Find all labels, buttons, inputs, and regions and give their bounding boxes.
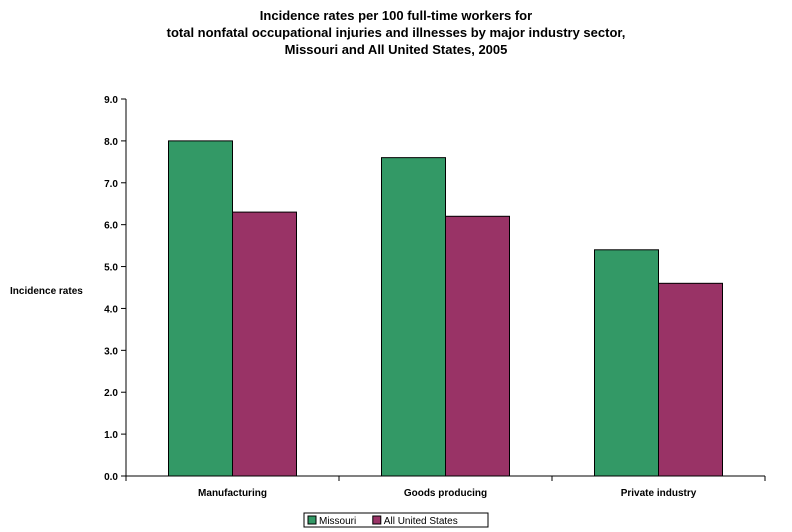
legend-label-missouri: Missouri — [319, 516, 356, 527]
y-tick-label: 3.0 — [104, 346, 118, 357]
bar-missouri-manufacturing — [168, 140, 233, 477]
y-tick-label: 4.0 — [104, 304, 118, 315]
chart-title-line-1: Incidence rates per 100 full-time worker… — [259, 8, 533, 23]
legend-label-all-united-states: All United States — [384, 516, 458, 527]
y-tick-label: 8.0 — [104, 137, 118, 148]
bars-group — [168, 140, 723, 477]
axes-group: 0.0 1.0 2.0 3.0 4.0 5.0 6.0 7.0 8.0 9.0 Incidence … — [10, 95, 766, 499]
bar-missouri-goods-producing — [381, 157, 446, 477]
y-tick-label: 9.0 — [104, 95, 118, 106]
y-tick-label: 2.0 — [104, 388, 118, 399]
y-tick-label: 0.0 — [104, 472, 118, 483]
legend-swatch-all-united-states — [372, 515, 382, 525]
legend-swatch-missouri — [307, 515, 317, 525]
bar-all-united-states-manufacturing — [232, 211, 297, 477]
chart-title-line-2: total nonfatal occupational injuries and… — [166, 25, 626, 40]
x-tick-label: Manufacturing — [198, 488, 267, 499]
y-tick-label: 6.0 — [104, 221, 118, 232]
legend-box — [303, 512, 489, 528]
y-tick-label: 1.0 — [104, 430, 118, 441]
x-tick-label: Goods producing — [404, 488, 487, 499]
legend: Missouri All United States — [303, 512, 489, 528]
y-tick-label: 7.0 — [104, 179, 118, 190]
bar-all-united-states-private-industry — [658, 282, 723, 477]
x-tick-label: Private industry — [621, 488, 697, 499]
chart-title-line-3: Missouri and All United States, 2005 — [284, 42, 508, 57]
y-tick-label: 5.0 — [104, 263, 118, 274]
y-axis-label: Incidence rates — [10, 286, 83, 297]
bar-missouri-private-industry — [594, 249, 659, 477]
bar-all-united-states-goods-producing — [445, 215, 510, 477]
